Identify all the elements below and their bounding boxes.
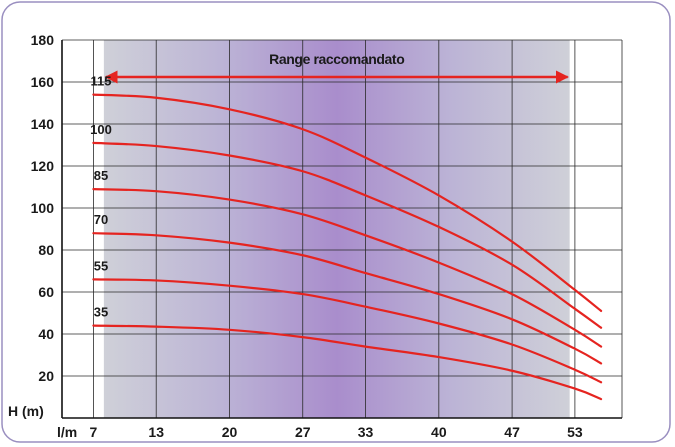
curve-label-35: 35 xyxy=(94,305,108,320)
curve-label-70: 70 xyxy=(94,212,108,227)
y-tick-label-140: 140 xyxy=(31,116,55,132)
curve-35 xyxy=(92,324,603,401)
y-tick-label-20: 20 xyxy=(38,368,54,384)
y-tick-label-180: 180 xyxy=(31,32,55,48)
y-tick-label-100: 100 xyxy=(31,200,55,216)
curve-55 xyxy=(92,278,603,384)
y-tick-label-160: 160 xyxy=(31,74,55,90)
recommended-range-label: Range raccomandato xyxy=(269,51,404,67)
curve-100 xyxy=(92,141,603,329)
curve-85 xyxy=(92,188,603,348)
axes xyxy=(61,40,622,419)
x-axis-label: l/m xyxy=(57,424,77,440)
y-tick-label-40: 40 xyxy=(38,326,54,342)
x-tick-labels: 7 13 20 27 33 40 47 53 xyxy=(90,424,583,440)
x-tick-label-33: 33 xyxy=(358,424,374,440)
y-tick-label-120: 120 xyxy=(31,158,55,174)
x-tick-label-40: 40 xyxy=(431,424,447,440)
curve-labels: 35 55 70 85 100 115 xyxy=(90,74,112,320)
y-tick-label-80: 80 xyxy=(38,242,54,258)
curve-label-55: 55 xyxy=(94,258,108,273)
x-tick-label-7: 7 xyxy=(90,424,98,440)
curve-label-85: 85 xyxy=(94,168,108,183)
x-tick-label-20: 20 xyxy=(222,424,238,440)
y-tick-label-60: 60 xyxy=(38,284,54,300)
y-tick-labels: 20 40 60 80 100 120 140 160 180 xyxy=(31,32,55,384)
x-tick-label-27: 27 xyxy=(295,424,311,440)
recommended-range-band xyxy=(103,40,570,418)
x-tick-label-13: 13 xyxy=(148,424,164,440)
performance-curves xyxy=(92,93,603,401)
curve-115 xyxy=(92,93,603,312)
curve-70 xyxy=(92,232,603,365)
curve-label-100: 100 xyxy=(90,122,112,137)
y-axis-label: H (m) xyxy=(8,403,44,419)
x-tick-label-53: 53 xyxy=(567,424,583,440)
curve-label-115: 115 xyxy=(91,74,112,89)
x-tick-label-47: 47 xyxy=(504,424,520,440)
